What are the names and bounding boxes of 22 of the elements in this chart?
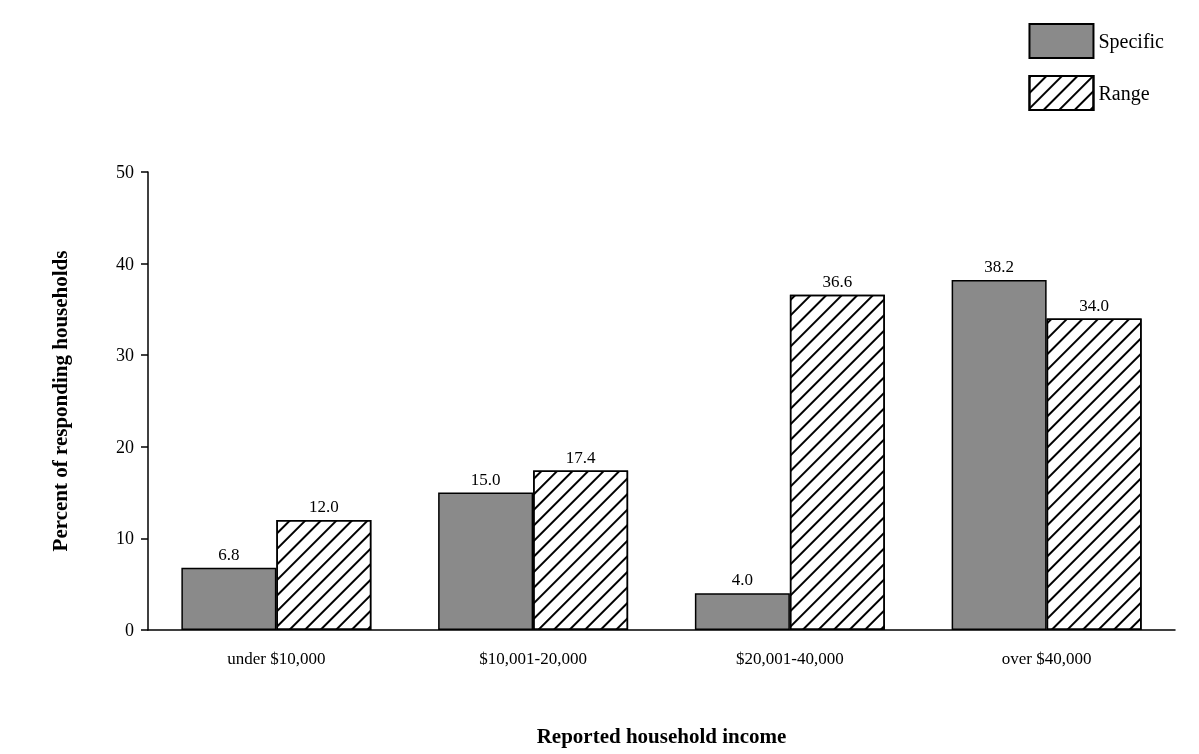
y-tick-label: 50 [116, 162, 134, 182]
data-label: 4.0 [731, 570, 753, 590]
y-tick-label: 30 [116, 345, 134, 366]
data-label: 15.0 [470, 469, 501, 489]
y-axis-title: Percent of responding households [47, 250, 72, 552]
data-label: 17.4 [565, 447, 596, 467]
data-label: 34.0 [1079, 295, 1109, 315]
data-label: 36.6 [822, 271, 853, 291]
x-axis-title: Reported household income [536, 723, 787, 748]
x-tick-label: $10,001-20,000 [479, 649, 587, 668]
y-tick-label: 20 [116, 436, 134, 457]
data-label: 38.2 [984, 257, 1014, 277]
data-label: 12.0 [309, 497, 339, 517]
x-tick-label: over $40,000 [1001, 649, 1092, 668]
x-tick-label: under $10,000 [227, 649, 326, 668]
y-tick-label: 0 [125, 620, 134, 640]
legend-label: Specific [1098, 30, 1165, 53]
y-tick-label: 10 [116, 528, 134, 549]
data-label: 6.8 [218, 544, 240, 564]
x-tick-label: $20,001-40,000 [736, 649, 844, 668]
y-tick-label: 40 [116, 253, 134, 274]
legend-label: Range [1098, 82, 1150, 105]
